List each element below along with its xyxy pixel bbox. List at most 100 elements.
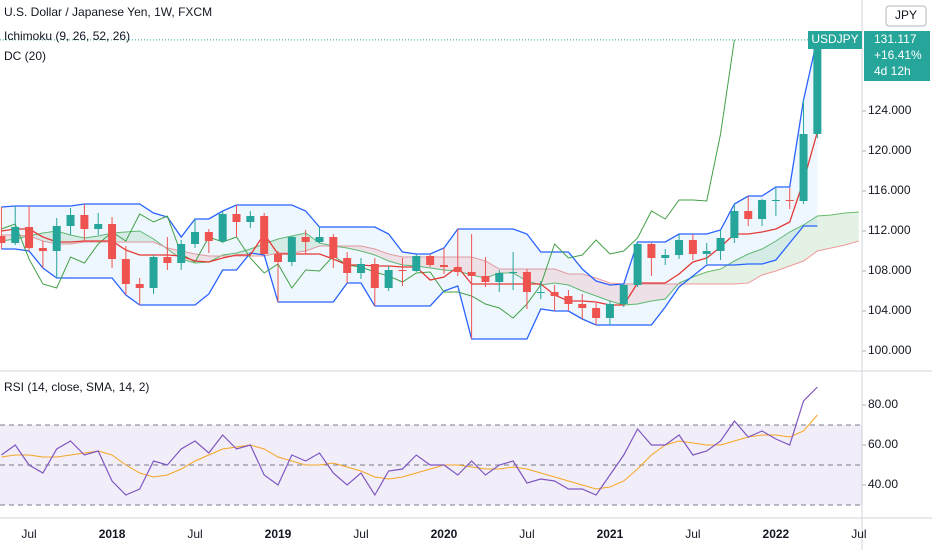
candle-body (771, 200, 780, 201)
y-tick-label: 104.000 (868, 303, 912, 317)
y-tick-label: 80.00 (868, 397, 898, 411)
candle-body (730, 211, 739, 238)
candle-body (315, 237, 324, 242)
candle-body (619, 285, 628, 304)
currency-label[interactable]: JPY (895, 8, 917, 22)
band-fill (789, 225, 804, 266)
y-tick-label: 116.000 (868, 183, 911, 197)
candle-body (149, 257, 158, 288)
candle-body (592, 308, 601, 318)
band-fill (734, 254, 749, 284)
band-fill (457, 229, 472, 339)
candle-body (370, 264, 379, 288)
candle-body (204, 232, 213, 241)
candle-body (121, 259, 130, 284)
candle-body (25, 227, 34, 248)
band-fill (692, 272, 707, 284)
candle-body (799, 134, 808, 201)
y-tick-label: 120.000 (868, 143, 912, 157)
candle-body (274, 254, 282, 262)
candle-body (135, 284, 144, 288)
x-tick-label: 2022 (763, 527, 790, 541)
candle-body (758, 200, 767, 219)
y-tick-label: 108.000 (868, 263, 912, 277)
x-tick-label: Jul (851, 527, 866, 541)
candle-body (94, 224, 103, 229)
band-fill (167, 217, 182, 305)
band-fill (803, 216, 818, 261)
band-fill (305, 211, 320, 302)
candle-body (356, 264, 365, 273)
candle-body (66, 215, 75, 226)
band-fill (540, 269, 555, 285)
band-fill (762, 241, 776, 275)
band-fill (347, 227, 361, 283)
candle-body (287, 237, 296, 262)
candle-body (246, 216, 255, 222)
x-tick-label: Jul (519, 527, 534, 541)
symbol-label: USDJPY (811, 32, 858, 46)
band-fill (443, 229, 458, 291)
candle-body (163, 257, 172, 263)
plot-layer: 100.000 104.000 108.000 112.000 116.000 120.0… (0, 37, 912, 541)
x-tick-label: 2020 (431, 527, 458, 541)
x-tick-label: Jul (187, 527, 202, 541)
band-fill (817, 215, 832, 251)
band-fill (775, 187, 790, 260)
band-fill (236, 249, 251, 256)
candle-body (633, 244, 642, 285)
candle-body (398, 270, 407, 271)
candle-body (260, 216, 269, 254)
band-fill (762, 187, 776, 264)
candle-body (647, 244, 656, 258)
band-fill (540, 252, 555, 311)
candle-body (661, 255, 670, 258)
candle-body (481, 276, 490, 282)
candle-body (744, 211, 753, 219)
candle-body (343, 258, 352, 273)
indicator-label: RSI (14, close, SMA, 14, 2) (4, 380, 149, 394)
candle-body (813, 39, 822, 134)
cloud-span-a (1, 211, 859, 306)
candle-body (52, 226, 61, 251)
band-fill (29, 206, 43, 268)
currency-box[interactable] (885, 5, 927, 27)
candle-body (688, 240, 697, 254)
donchian-lower (1, 225, 818, 340)
band-fill (748, 249, 763, 283)
indicator-label: DC (20) (4, 49, 46, 63)
candle-body (495, 273, 504, 282)
y-tick-label: 100.000 (868, 343, 912, 357)
y-tick-label: 60.00 (868, 437, 898, 451)
candle-body (702, 251, 711, 254)
y-tick-label: 40.00 (868, 477, 898, 491)
band-fill (637, 284, 652, 304)
candle-body (301, 237, 310, 242)
band-fill (360, 246, 375, 255)
candle-body (605, 304, 614, 318)
candle-body (426, 256, 435, 265)
candle-body (467, 272, 476, 276)
candle-body (716, 238, 725, 251)
indicator-label: Ichimoku (9, 26, 52, 26) (4, 29, 130, 43)
candle-body (536, 292, 545, 293)
x-tick-label: 2021 (597, 527, 624, 541)
candle-body (177, 244, 186, 263)
candle-body (509, 272, 518, 273)
y-tick-label: 112.000 (868, 223, 911, 237)
band-fill (706, 269, 721, 284)
candle-body (329, 237, 338, 258)
price-tag (864, 31, 930, 81)
band-fill (845, 212, 859, 245)
candle-body (232, 214, 241, 222)
candle-body (108, 224, 117, 259)
candle-body (439, 265, 448, 267)
last-price-label: 131.117 (874, 32, 917, 46)
band-fill (720, 261, 735, 284)
band-fill (42, 206, 57, 278)
candle-body (191, 232, 200, 244)
x-tick-label: 2019 (265, 527, 292, 541)
x-tick-label: 2018 (99, 527, 126, 541)
candle-body (412, 256, 421, 271)
